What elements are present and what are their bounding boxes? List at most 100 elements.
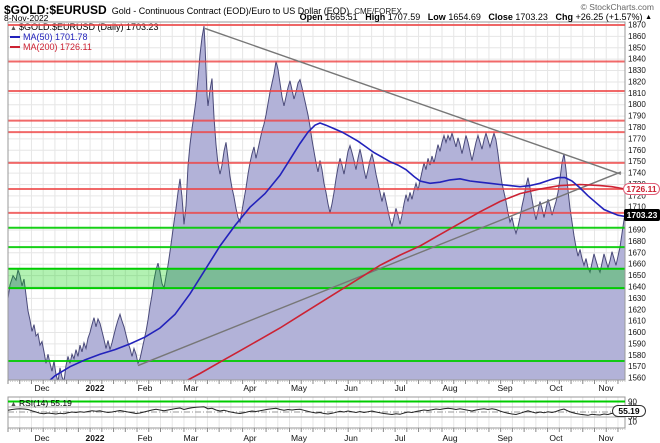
rsi-group [8, 400, 625, 418]
trendline-ascending-from-feb-low [137, 171, 622, 367]
svg-text:1570: 1570 [628, 362, 646, 371]
y-axis-labels: 1870 1860 1850 1840 1830 1820 1810 1800 1790 1780… [628, 21, 646, 383]
rsi-value-label: 55.19 [612, 405, 646, 417]
legend-ma200-label: MA(200) 1726.11 [23, 42, 92, 52]
svg-text:1670: 1670 [628, 248, 646, 257]
svg-text:May: May [291, 433, 308, 443]
svg-text:Aug: Aug [442, 433, 457, 443]
svg-text:Feb: Feb [138, 383, 153, 393]
ohlc-quote-bar: Open 1665.51 High 1707.59 Low 1654.69 Cl… [295, 12, 652, 22]
svg-text:1640: 1640 [628, 282, 646, 291]
svg-text:Jun: Jun [344, 433, 358, 443]
svg-text:1580: 1580 [628, 351, 646, 360]
svg-text:Apr: Apr [243, 383, 256, 393]
legend-ma50-row: MA(50) 1701.78 [10, 32, 159, 42]
symbol-title: $GOLD:$EURUSD [4, 3, 107, 17]
svg-text:2022: 2022 [86, 383, 105, 393]
rsi-legend-label: RSI(14) 55.19 [18, 398, 72, 408]
ma200-swatch-icon [10, 45, 20, 48]
svg-text:Dec: Dec [34, 383, 50, 393]
svg-text:Dec: Dec [34, 433, 50, 443]
chg-value: +26.25 (+1.57%) [575, 12, 643, 22]
trendline-descending-from-march-high [204, 27, 622, 175]
svg-text:1610: 1610 [628, 317, 646, 326]
svg-text:Oct: Oct [549, 433, 563, 443]
svg-text:Mar: Mar [184, 383, 199, 393]
high-label: High [365, 12, 386, 22]
price-area-fill [8, 26, 625, 380]
svg-text:1590: 1590 [628, 339, 646, 348]
svg-text:90: 90 [628, 398, 637, 407]
close-value: 1703.23 [515, 12, 548, 22]
svg-text:1740: 1740 [628, 169, 646, 178]
chart-legend: ▲ $GOLD:$EURUSD (Daily) 1703.23 MA(50) 17… [10, 22, 159, 52]
legend-main-row: ▲ $GOLD:$EURUSD (Daily) 1703.23 [10, 22, 159, 32]
svg-text:1760: 1760 [628, 146, 646, 155]
svg-text:1820: 1820 [628, 77, 646, 86]
svg-text:1870: 1870 [628, 21, 646, 30]
svg-text:Nov: Nov [598, 383, 614, 393]
svg-text:1650: 1650 [628, 271, 646, 280]
resistance-line-1870 [8, 24, 625, 26]
svg-text:10: 10 [628, 418, 637, 427]
low-value: 1654.69 [448, 12, 481, 22]
symbol-description: Gold - Continuous Contract (EOD)/Euro to… [111, 6, 350, 16]
open-label: Open [299, 12, 323, 22]
svg-text:1680: 1680 [628, 237, 646, 246]
svg-text:Jun: Jun [344, 383, 358, 393]
svg-text:30: 30 [628, 413, 637, 422]
legend-ma50-label: MA(50) 1701.78 [23, 32, 88, 42]
open-value: 1665.51 [325, 12, 358, 22]
svg-text:1630: 1630 [628, 294, 646, 303]
ma50-line [48, 122, 625, 380]
svg-text:Mar: Mar [184, 433, 199, 443]
svg-text:1560: 1560 [628, 374, 646, 383]
svg-text:1720: 1720 [628, 191, 646, 200]
svg-text:1860: 1860 [628, 32, 646, 41]
svg-text:Feb: Feb [138, 433, 153, 443]
svg-text:2022: 2022 [86, 433, 105, 443]
price-series-group [8, 26, 625, 380]
svg-text:1690: 1690 [628, 226, 646, 235]
rsi-line [8, 406, 625, 416]
svg-text:1800: 1800 [628, 100, 646, 109]
area-chart-icon: ▲ [10, 25, 17, 32]
ma200-line [186, 183, 625, 380]
svg-text:Nov: Nov [598, 433, 614, 443]
svg-text:1810: 1810 [628, 89, 646, 98]
support-band [8, 268, 625, 289]
svg-text:1660: 1660 [628, 260, 646, 269]
svg-text:1840: 1840 [628, 55, 646, 64]
exchange-label: CME/FOREX [354, 7, 402, 16]
chg-label: Chg [555, 12, 573, 22]
last-price-label: 1703.23 [624, 209, 660, 221]
svg-text:1710: 1710 [628, 203, 646, 212]
legend-main-label: $GOLD:$EURUSD (Daily) 1703.23 [18, 22, 159, 32]
svg-text:Apr: Apr [243, 433, 256, 443]
svg-text:Oct: Oct [549, 383, 563, 393]
x-axis: Dec Dec 2022 2022 Feb Feb Mar Mar Apr Apr May May Ju… [7, 380, 626, 443]
svg-text:1770: 1770 [628, 134, 646, 143]
legend-ma200-row: MA(200) 1726.11 [10, 42, 159, 52]
chart-header: $GOLD:$EURUSD Gold - Continuous Contract … [4, 1, 402, 19]
svg-text:1850: 1850 [628, 43, 646, 52]
low-label: Low [427, 12, 446, 22]
price-area-outline [8, 26, 625, 380]
high-value: 1707.59 [387, 12, 421, 22]
svg-text:1750: 1750 [628, 157, 646, 166]
svg-text:1620: 1620 [628, 305, 646, 314]
rsi-legend: ▲ RSI(14) 55.19 [10, 398, 72, 408]
svg-text:Jul: Jul [395, 383, 406, 393]
chart-date: 8-Nov-2022 [4, 13, 49, 23]
price-pane-border [7, 21, 626, 381]
stockcharts-copyright: © StockCharts.com [580, 2, 654, 12]
svg-text:Sep: Sep [497, 383, 512, 393]
svg-text:Jul: Jul [395, 433, 406, 443]
svg-text:1600: 1600 [628, 328, 646, 337]
ma200-price-label: 1726.11 [623, 183, 660, 195]
close-label: Close [488, 12, 513, 22]
line-chart-icon: ▲ [10, 401, 17, 408]
ma50-swatch-icon [10, 35, 20, 38]
